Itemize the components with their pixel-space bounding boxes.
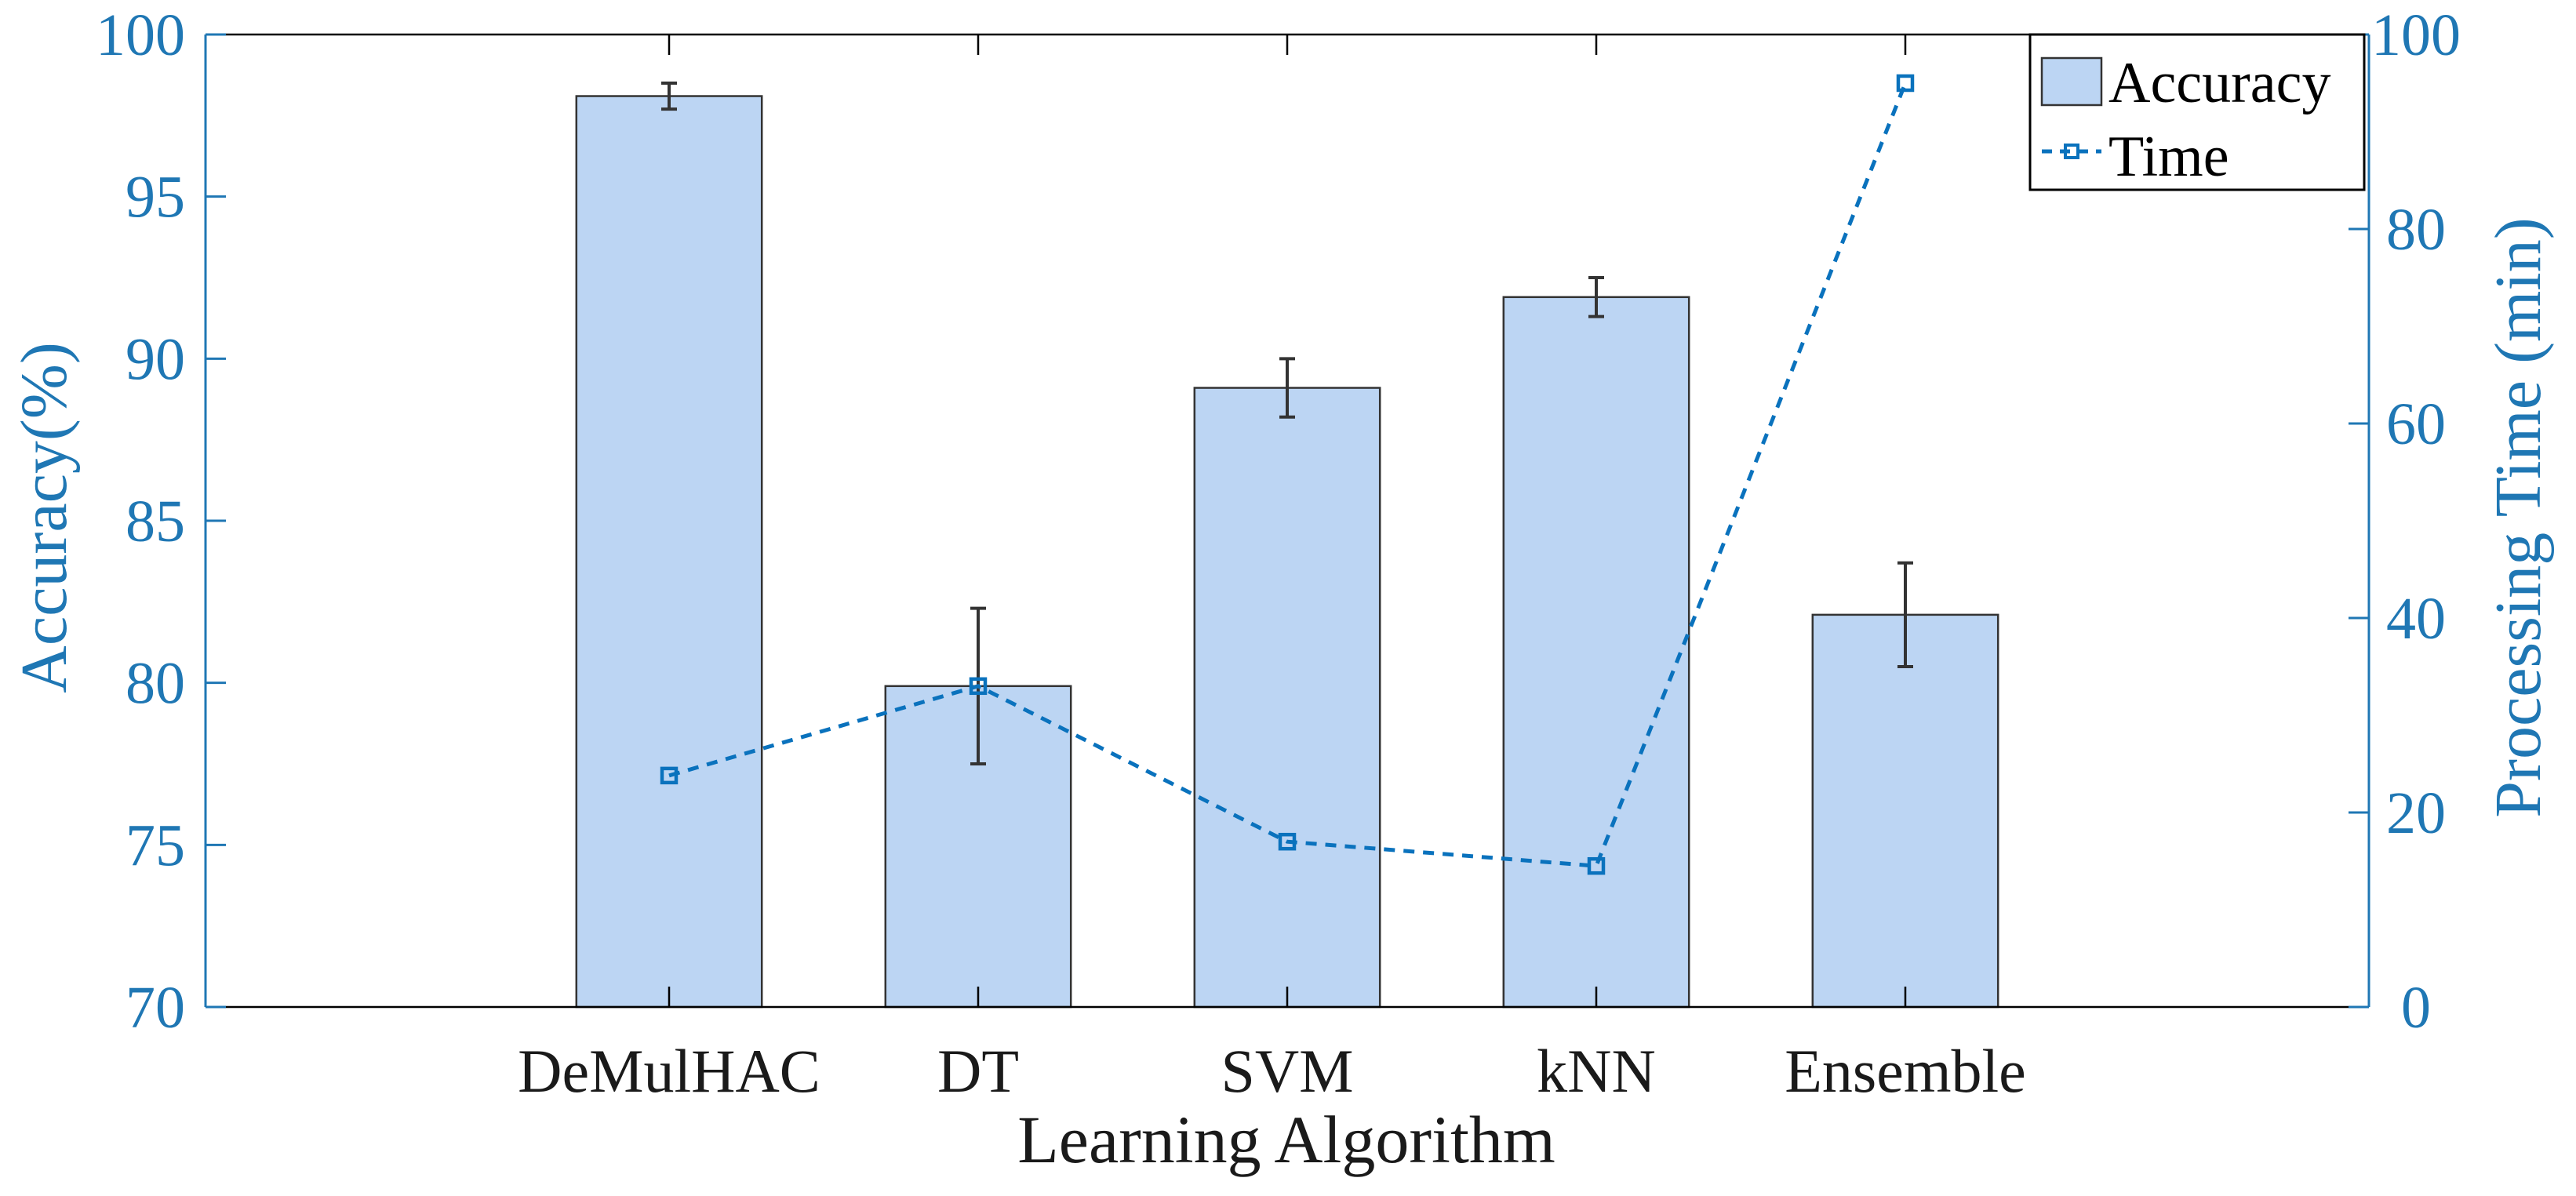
y-left-tick-label: 70: [126, 975, 185, 1041]
legend-time-label: Time: [2108, 125, 2229, 189]
time-point-svm: [1278, 832, 1297, 851]
x-axis-label: Learning Algorithm: [1017, 1102, 1555, 1177]
y-right-tick-label: 80: [2386, 197, 2446, 263]
legend-accuracy-label: Accuracy: [2108, 51, 2330, 115]
y-left-tick-label: 85: [126, 489, 185, 554]
bar-ensemble: [1811, 613, 1999, 1009]
y-right-tick-label: 20: [2386, 780, 2446, 846]
bars-layer: [575, 95, 1999, 1009]
bar-svm: [1193, 387, 1381, 1009]
time-point-dt: [969, 677, 988, 696]
legend-time-marker: [2064, 144, 2079, 159]
ticks-layer: 70 75 80 85 90 95 100 0 20 40 60 80 100 DeMulHAC DT SVM…: [96, 2, 2461, 1105]
time-line: [668, 82, 1908, 868]
x-tick-label-knn: kNN: [1537, 1037, 1656, 1105]
y-left-tick-label: 90: [126, 326, 185, 392]
x-tick-label-ensemble: Ensemble: [1785, 1037, 2026, 1105]
y-left-tick-label: 80: [126, 651, 185, 717]
x-tick-label-demulhac: DeMulHAC: [518, 1037, 820, 1105]
error-bar-svm: [1279, 357, 1295, 419]
y-axis-left-label: Accuracy(%): [8, 342, 81, 693]
y-right-tick-label: 60: [2386, 391, 2446, 457]
error-bar-demulhac: [661, 82, 677, 111]
legend-accuracy-swatch: [2040, 56, 2103, 107]
y-left-tick-label: 95: [126, 165, 185, 231]
bar-demulhac: [575, 95, 763, 1009]
time-point-demulhac: [660, 766, 679, 785]
time-point-knn: [1587, 856, 1606, 875]
legend: Accuracy Time: [2028, 33, 2366, 191]
y-left-tick-label: 75: [126, 812, 185, 878]
error-bar-ensemble: [1897, 561, 1913, 668]
y-right-tick-label: 100: [2371, 2, 2461, 68]
y-right-tick-label: 40: [2386, 586, 2446, 652]
y-right-tick-label: 0: [2401, 975, 2431, 1041]
error-bar-knn: [1588, 276, 1604, 318]
time-line-layer: [660, 74, 1915, 875]
error-bars-layer: [661, 82, 1913, 765]
x-tick-label-svm: SVM: [1221, 1037, 1353, 1105]
y-left-tick-label: 100: [96, 2, 185, 68]
bar-knn: [1502, 296, 1690, 1009]
time-point-ensemble: [1896, 74, 1915, 93]
y-axis-right-label: Processing Time (min): [2482, 217, 2555, 817]
x-tick-label-dt: DT: [937, 1037, 1019, 1105]
